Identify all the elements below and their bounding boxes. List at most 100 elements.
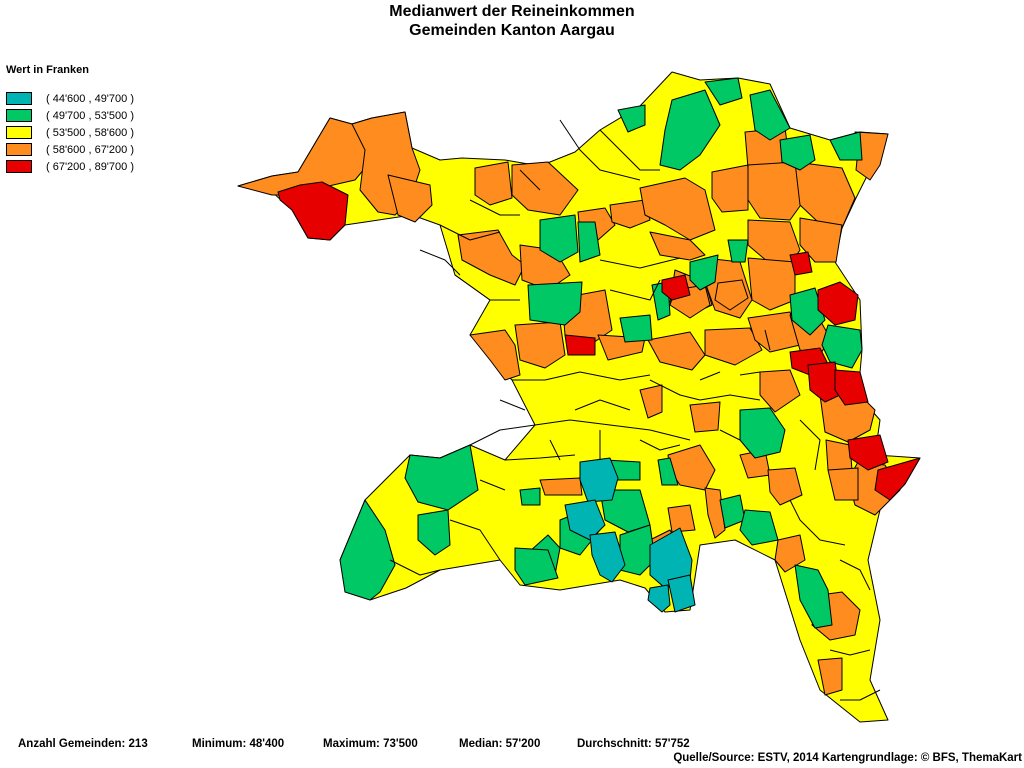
legend-item-2: ( 49'700 , 53'500 ) (6, 107, 134, 124)
municipality-region (647, 584, 671, 613)
municipality-region (589, 531, 626, 583)
municipality-region (564, 499, 606, 541)
municipality-region (789, 251, 813, 276)
source-credit: Quelle/Source: ESTV, 2014 Kartengrundlag… (673, 752, 1022, 764)
municipality-region (847, 434, 889, 471)
legend-label-5: ( 67'200 , 89'700 ) (46, 160, 134, 173)
municipality-region (714, 279, 749, 311)
map-title: Medianwert der Reineinkommen Gemeinden K… (0, 2, 1024, 40)
municipality-region (747, 311, 801, 353)
municipality-boundary (439, 224, 501, 241)
municipality-boundary (454, 274, 520, 301)
legend-item-5: ( 67'200 , 89'700 ) (6, 158, 134, 175)
municipality-region (727, 239, 749, 263)
legend-label-2: ( 49'700 , 53'500 ) (46, 109, 134, 122)
municipality-region (474, 161, 513, 206)
municipality-region (817, 281, 859, 326)
municipality-boundary (499, 399, 526, 411)
municipality-boundary (649, 379, 701, 401)
municipality-boundary (839, 559, 871, 591)
legend-item-1: ( 44'600 , 49'700 ) (6, 90, 134, 107)
municipality-regions (237, 71, 921, 723)
municipality-boundary (599, 257, 681, 269)
municipality-region (579, 457, 619, 503)
municipality-boundary (639, 439, 681, 451)
legend-swatch-3 (6, 126, 32, 139)
municipality-region (649, 231, 706, 261)
municipality-region (647, 331, 706, 371)
legend-item-3: ( 53'500 , 58'600 ) (6, 124, 134, 141)
municipality-region (704, 327, 763, 366)
municipality-boundary (609, 279, 661, 301)
municipality-region (779, 134, 816, 171)
municipality-boundary (764, 329, 771, 351)
municipality-boundary (599, 129, 660, 171)
stat-maximum: Maximum: 73'500 (323, 738, 418, 750)
municipality-region (827, 467, 859, 501)
municipality-boundary (549, 439, 561, 461)
municipality-region (404, 444, 479, 511)
municipality-boundary (799, 419, 821, 471)
municipality-region (387, 174, 433, 223)
municipality-boundary (719, 429, 741, 441)
municipality-boundary (534, 419, 691, 441)
municipality-region (829, 131, 863, 161)
municipality-region (794, 564, 833, 629)
municipality-boundary (840, 689, 881, 701)
municipality-region (874, 457, 921, 501)
municipality-region (711, 164, 749, 213)
legend-item-4: ( 58'600 , 67'200 ) (6, 141, 134, 158)
municipality-region (527, 281, 583, 326)
municipality-region (539, 214, 579, 263)
municipality-boundary (469, 424, 536, 446)
municipality-region (564, 334, 596, 356)
municipality-region (749, 89, 791, 141)
municipality-region (789, 287, 826, 336)
municipality-boundary (699, 394, 761, 401)
stat-median: Median: 57'200 (459, 738, 541, 750)
municipality-region (539, 477, 583, 496)
municipality-region (689, 254, 719, 291)
municipality-region (339, 499, 396, 601)
legend-label-1: ( 44'600 , 49'700 ) (46, 92, 134, 105)
municipality-boundary (574, 399, 631, 411)
municipality-boundary (449, 519, 501, 561)
municipality-region (821, 324, 863, 369)
municipality-boundary (559, 119, 641, 181)
municipality-region (661, 274, 691, 301)
municipality-boundary (469, 199, 520, 216)
municipality-region (689, 401, 721, 433)
municipality-boundary (829, 649, 871, 656)
municipality-region (457, 229, 526, 286)
municipality-region (617, 104, 646, 133)
municipality-boundary (419, 249, 461, 276)
map-title-line1: Medianwert der Reineinkommen (389, 3, 635, 20)
municipality-region (767, 467, 803, 506)
municipality-boundary (504, 454, 576, 461)
municipality-region (704, 77, 743, 106)
municipality-boundary (512, 371, 651, 381)
municipality-boundary (479, 479, 506, 491)
municipality-region (514, 547, 559, 586)
municipality-region (817, 657, 843, 696)
municipality-region (519, 487, 541, 506)
municipality-region (609, 199, 651, 229)
municipality-region (657, 457, 679, 486)
municipality-region (639, 384, 663, 419)
municipality-region (739, 509, 779, 546)
municipality-boundary (699, 371, 721, 381)
municipality-region (747, 257, 796, 311)
legend-swatch-1 (6, 92, 32, 105)
legend-label-4: ( 58'600 , 67'200 ) (46, 143, 134, 156)
municipality-boundary (739, 371, 761, 376)
municipality-region (619, 314, 653, 343)
legend-label-3: ( 53'500 , 58'600 ) (46, 126, 134, 139)
municipality-region (799, 217, 843, 263)
municipality-region (834, 369, 869, 406)
municipality-region (807, 361, 841, 403)
municipality-boundary (789, 499, 846, 546)
municipality-region (639, 177, 716, 241)
municipality-region (277, 181, 349, 241)
municipality-region (511, 161, 579, 216)
